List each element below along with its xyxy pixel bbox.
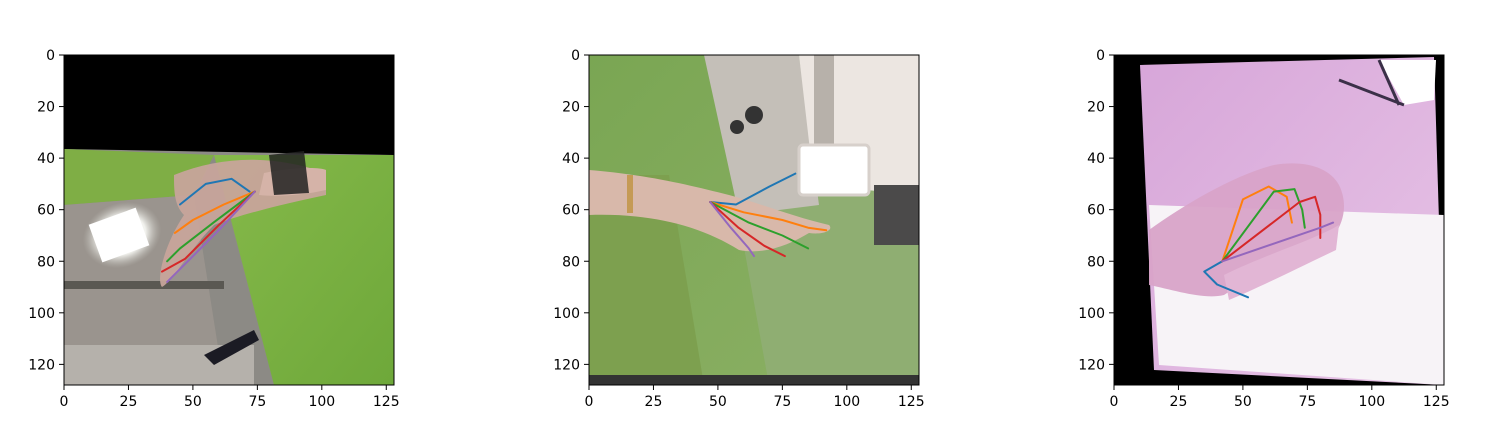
- y-tick-label: 40: [562, 151, 580, 167]
- y-tick-label: 80: [1087, 254, 1105, 270]
- panel-2-finger-line-5: [709, 201, 755, 258]
- panel-3-xaxis: 0 25 50 75 100 125: [1110, 385, 1450, 410]
- x-tick-label: 50: [1234, 394, 1252, 410]
- y-tick-label: 80: [562, 254, 580, 270]
- panel-3-image: [1114, 55, 1444, 385]
- panel-3-finger-line-5: [1221, 221, 1335, 263]
- y-tick-label: 0: [571, 48, 580, 64]
- y-tick-label: 120: [28, 357, 55, 373]
- panel-2-xaxis: 0 25 50 75 100 125: [585, 385, 925, 410]
- panel-1-yaxis: 0 20 40 60 80 100 120: [28, 48, 64, 373]
- y-tick-label: 40: [37, 151, 55, 167]
- x-tick-label: 125: [898, 394, 925, 410]
- y-tick-label: 100: [1078, 306, 1105, 322]
- panel-3-yaxis: 0 20 40 60 80 100 120: [1078, 48, 1114, 373]
- x-tick-label: 25: [120, 394, 138, 410]
- panel-1-finger-line-3: [166, 190, 256, 263]
- y-tick-label: 20: [37, 100, 55, 116]
- y-tick-label: 100: [553, 306, 580, 322]
- panel-2-finger-line-1: [709, 172, 797, 206]
- x-tick-label: 100: [308, 394, 335, 410]
- panel-1-finger-line-1: [179, 177, 251, 206]
- panel-1-finger-line-5: [166, 190, 256, 283]
- x-tick-label: 100: [1358, 394, 1385, 410]
- panel-2-image: [589, 55, 919, 385]
- x-tick-label: 125: [1423, 394, 1450, 410]
- panel-1-frame: [63, 54, 395, 386]
- panel-2-finger-line-2: [709, 201, 828, 232]
- x-tick-label: 25: [1170, 394, 1188, 410]
- panel-1-finger-line-4: [161, 190, 256, 273]
- x-tick-label: 50: [709, 394, 727, 410]
- y-tick-label: 20: [1087, 100, 1105, 116]
- x-tick-label: 0: [60, 394, 69, 410]
- panel-2-finger-line-3: [709, 201, 810, 250]
- panel-1-xaxis: 0 25 50 75 100 125: [60, 385, 400, 410]
- y-tick-label: 60: [37, 203, 55, 219]
- x-tick-label: 0: [585, 394, 594, 410]
- panel-3-finger-line-4: [1221, 195, 1322, 263]
- y-tick-label: 0: [46, 48, 55, 64]
- y-tick-label: 40: [1087, 151, 1105, 167]
- y-tick-label: 80: [37, 254, 55, 270]
- x-tick-label: 125: [373, 394, 400, 410]
- panel-1-image: [64, 55, 394, 385]
- panel-2-yaxis: 0 20 40 60 80 100 120: [553, 48, 589, 373]
- x-tick-label: 25: [645, 394, 663, 410]
- panel-3-frame: [1113, 54, 1445, 386]
- y-tick-label: 20: [562, 100, 580, 116]
- x-tick-label: 75: [1298, 394, 1316, 410]
- y-tick-label: 120: [553, 357, 580, 373]
- panel-1-finger-line-2: [173, 190, 256, 234]
- panel-2: 0 25 50 75 100 125 0 20 40 60 80 100 120: [553, 48, 924, 410]
- x-tick-label: 75: [248, 394, 266, 410]
- x-tick-label: 100: [833, 394, 860, 410]
- panel-3-skeleton: [1203, 185, 1335, 299]
- panel-3-finger-line-2: [1221, 185, 1293, 263]
- panel-2-finger-line-4: [709, 201, 786, 258]
- y-tick-label: 60: [1087, 203, 1105, 219]
- x-tick-label: 0: [1110, 394, 1119, 410]
- panel-1-skeleton: [161, 177, 256, 283]
- panel-2-frame: [588, 54, 920, 386]
- y-tick-label: 60: [562, 203, 580, 219]
- panel-3-finger-line-3: [1221, 188, 1306, 263]
- y-tick-label: 120: [1078, 357, 1105, 373]
- panel-3: 0 25 50 75 100 125 0 20 40 60 80 100 120: [1078, 48, 1449, 410]
- y-tick-label: 0: [1096, 48, 1105, 64]
- panel-1: 0 25 50 75 100 125 0 20 40 60 80 100 120: [28, 48, 399, 410]
- panel-2-skeleton: [709, 172, 828, 258]
- panel-3-finger-line-1: [1203, 260, 1250, 299]
- x-tick-label: 75: [773, 394, 791, 410]
- y-tick-label: 100: [28, 306, 55, 322]
- x-tick-label: 50: [184, 394, 202, 410]
